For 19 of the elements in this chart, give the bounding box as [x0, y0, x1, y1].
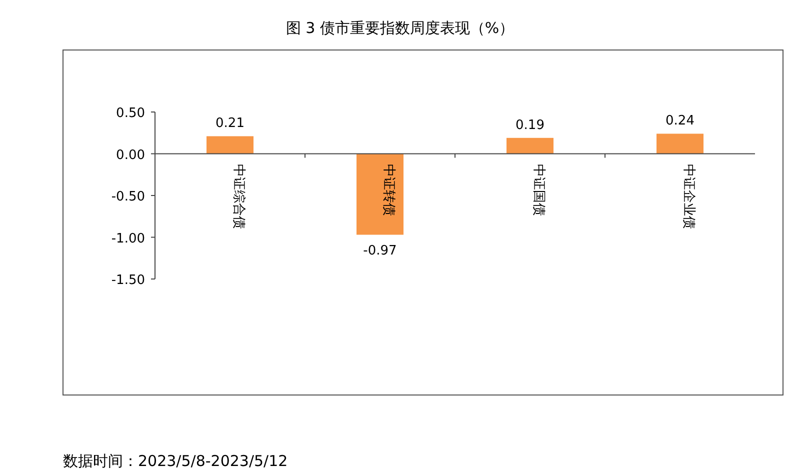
- x-tick-label: 中证企业债: [681, 164, 696, 229]
- bar: [356, 154, 404, 235]
- x-tick-label: 中证转债: [381, 164, 396, 216]
- text: 数据时间：2023/5/8-2023/5/12: [63, 452, 288, 470]
- y-tick-label: -1.50: [111, 273, 145, 288]
- y-tick-label: -1.00: [111, 231, 145, 246]
- bar: [506, 138, 554, 154]
- x-tick-label: 中证国债: [531, 164, 546, 216]
- y-tick-label: 0.00: [116, 148, 145, 163]
- chart-title: 图 3 债市重要指数周度表现（%）: [286, 19, 514, 37]
- bar: [656, 134, 704, 154]
- x-tick-label: 中证综合债: [231, 164, 246, 229]
- bar: [206, 136, 254, 154]
- data-label: 0.24: [666, 114, 694, 129]
- y-tick-label: 0.50: [116, 106, 145, 121]
- data-label: 0.21: [216, 116, 244, 132]
- data-label: 0.19: [516, 118, 544, 133]
- data-label: -0.97: [363, 244, 397, 259]
- y-tick-label: -0.50: [111, 190, 145, 204]
